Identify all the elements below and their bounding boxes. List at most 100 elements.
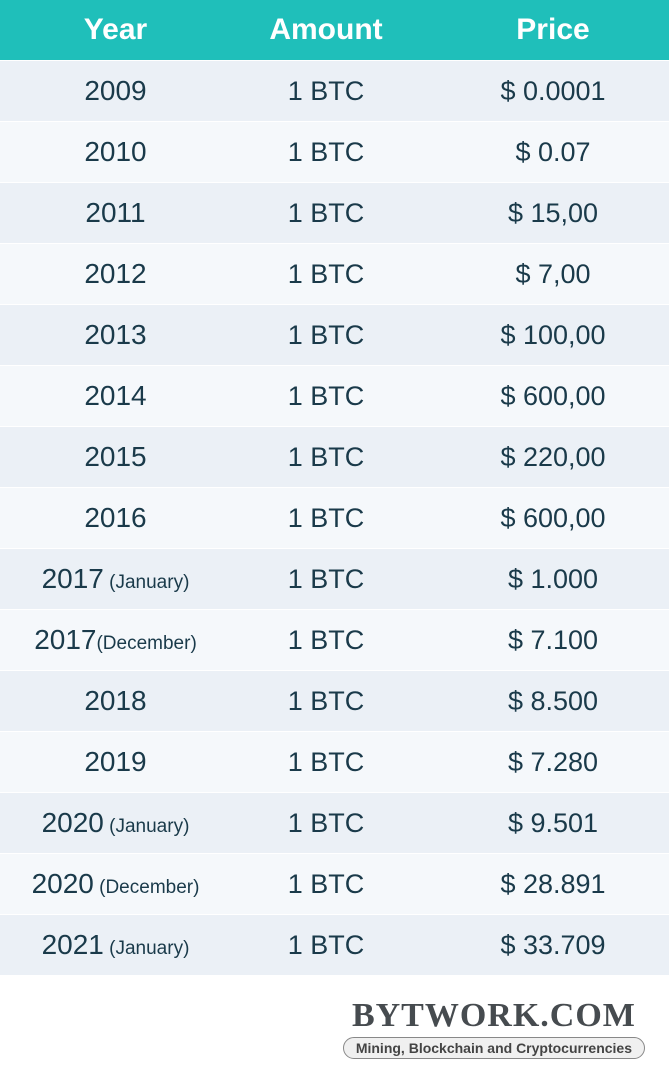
cell-amount: 1 BTC <box>225 747 427 778</box>
cell-price: $ 28.891 <box>427 869 669 900</box>
cell-price: $ 0.07 <box>427 137 669 168</box>
price-text: $ 15,00 <box>508 198 598 228</box>
table-row: 2019 1 BTC $ 7.280 <box>0 731 669 792</box>
cell-year: 2009 <box>0 75 225 107</box>
cell-price: $ 9.501 <box>427 808 669 839</box>
year-main: 2021 <box>42 929 104 960</box>
amount-text: 1 BTC <box>288 320 365 350</box>
amount-text: 1 BTC <box>288 625 365 655</box>
table-row: 2014 1 BTC $ 600,00 <box>0 365 669 426</box>
price-table: Year Amount Price 2009 1 BTC $ 0.0001 2010 1… <box>0 0 669 975</box>
table-row: 2018 1 BTC $ 8.500 <box>0 670 669 731</box>
cell-amount: 1 BTC <box>225 503 427 534</box>
price-text: $ 7.100 <box>508 625 598 655</box>
table-row: 2010 1 BTC $ 0.07 <box>0 121 669 182</box>
cell-year: 2015 <box>0 441 225 473</box>
cell-price: $ 8.500 <box>427 686 669 717</box>
cell-year: 2020 (December) <box>0 868 225 900</box>
header-amount: Amount <box>225 13 427 47</box>
table-body: 2009 1 BTC $ 0.0001 2010 1 BTC $ 0.07 2011 1 BT… <box>0 60 669 975</box>
cell-price: $ 0.0001 <box>427 76 669 107</box>
year-sub: (January) <box>104 816 190 837</box>
cell-price: $ 220,00 <box>427 442 669 473</box>
year-main: 2015 <box>84 441 146 472</box>
cell-year: 2019 <box>0 746 225 778</box>
header-year: Year <box>0 13 225 47</box>
cell-price: $ 100,00 <box>427 320 669 351</box>
year-sub: (January) <box>104 938 190 959</box>
cell-amount: 1 BTC <box>225 686 427 717</box>
year-sub: (January) <box>104 572 190 593</box>
cell-amount: 1 BTC <box>225 381 427 412</box>
amount-text: 1 BTC <box>288 503 365 533</box>
amount-text: 1 BTC <box>288 686 365 716</box>
price-text: $ 7.280 <box>508 747 598 777</box>
amount-text: 1 BTC <box>288 442 365 472</box>
cell-year: 2012 <box>0 258 225 290</box>
table-row: 2009 1 BTC $ 0.0001 <box>0 60 669 121</box>
cell-price: $ 600,00 <box>427 381 669 412</box>
year-main: 2014 <box>84 380 146 411</box>
cell-year: 2014 <box>0 380 225 412</box>
year-sub: (December) <box>96 633 196 654</box>
price-text: $ 1.000 <box>508 564 598 594</box>
year-main: 2012 <box>84 258 146 289</box>
table-row: 2020 (December) 1 BTC $ 28.891 <box>0 853 669 914</box>
price-text: $ 33.709 <box>500 930 605 960</box>
amount-text: 1 BTC <box>288 137 365 167</box>
table-row: 20131 BTC$ 100,00 <box>0 304 669 365</box>
cell-year: 2021 (January) <box>0 929 225 961</box>
year-main: 2020 <box>32 868 94 899</box>
cell-amount: 1 BTC <box>225 442 427 473</box>
cell-amount: 1 BTC <box>225 259 427 290</box>
cell-year: 2010 <box>0 136 225 168</box>
amount-text: 1 BTC <box>288 869 365 899</box>
amount-text: 1 BTC <box>288 259 365 289</box>
cell-amount: 1 BTC <box>225 137 427 168</box>
cell-price: $ 7,00 <box>427 259 669 290</box>
amount-text: 1 BTC <box>288 76 365 106</box>
cell-price: $ 7.280 <box>427 747 669 778</box>
year-main: 2019 <box>84 746 146 777</box>
cell-amount: 1 BTC <box>225 320 427 351</box>
amount-text: 1 BTC <box>288 564 365 594</box>
amount-text: 1 BTC <box>288 747 365 777</box>
cell-year: 2017(December) <box>0 624 225 656</box>
cell-amount: 1 BTC <box>225 930 427 961</box>
year-main: 2010 <box>84 136 146 167</box>
cell-year: 2018 <box>0 685 225 717</box>
table-header-row: Year Amount Price <box>0 0 669 60</box>
table-row: 2017(December) 1 BTC $ 7.100 <box>0 609 669 670</box>
price-text: $ 9.501 <box>508 808 598 838</box>
cell-amount: 1 BTC <box>225 564 427 595</box>
year-main: 2020 <box>42 807 104 838</box>
cell-amount: 1 BTC <box>225 869 427 900</box>
cell-year: 2017 (January) <box>0 563 225 595</box>
amount-text: 1 BTC <box>288 808 365 838</box>
cell-year: 2016 <box>0 502 225 534</box>
price-text: $ 220,00 <box>500 442 605 472</box>
cell-amount: 1 BTC <box>225 198 427 229</box>
table-row: 2017 (January) 1 BTC $ 1.000 <box>0 548 669 609</box>
cell-amount: 1 BTC <box>225 625 427 656</box>
table-row: 2015 1 BTC $ 220,00 <box>0 426 669 487</box>
year-main: 2017 <box>42 563 104 594</box>
cell-price: $ 1.000 <box>427 564 669 595</box>
header-price: Price <box>427 13 669 47</box>
amount-text: 1 BTC <box>288 198 365 228</box>
price-text: $ 100,00 <box>500 320 605 350</box>
table-row: 2021 (January)1 BTC$ 33.709 <box>0 914 669 975</box>
price-text: $ 600,00 <box>500 503 605 533</box>
year-main: 2011 <box>85 197 145 228</box>
amount-text: 1 BTC <box>288 381 365 411</box>
table-row: 2016 1 BTC $ 600,00 <box>0 487 669 548</box>
cell-price: $ 33.709 <box>427 930 669 961</box>
cell-price: $ 600,00 <box>427 503 669 534</box>
cell-amount: 1 BTC <box>225 808 427 839</box>
price-text: $ 600,00 <box>500 381 605 411</box>
price-text: $ 0.0001 <box>500 76 605 106</box>
table-row: 2012 1 BTC $ 7,00 <box>0 243 669 304</box>
brand-tagline: Mining, Blockchain and Cryptocurrencies <box>343 1037 645 1059</box>
table-row: 2020 (January) 1 BTC $ 9.501 <box>0 792 669 853</box>
year-main: 2009 <box>84 75 146 106</box>
